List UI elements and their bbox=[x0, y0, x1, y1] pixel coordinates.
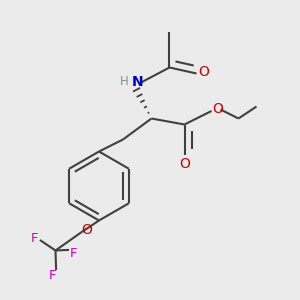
Text: F: F bbox=[31, 232, 38, 245]
Text: O: O bbox=[212, 102, 223, 116]
Text: H: H bbox=[119, 75, 128, 88]
Text: N: N bbox=[131, 75, 143, 88]
Text: O: O bbox=[179, 157, 190, 171]
Text: F: F bbox=[49, 269, 56, 282]
Text: F: F bbox=[70, 247, 77, 260]
Text: O: O bbox=[81, 223, 92, 236]
Text: O: O bbox=[199, 65, 209, 79]
